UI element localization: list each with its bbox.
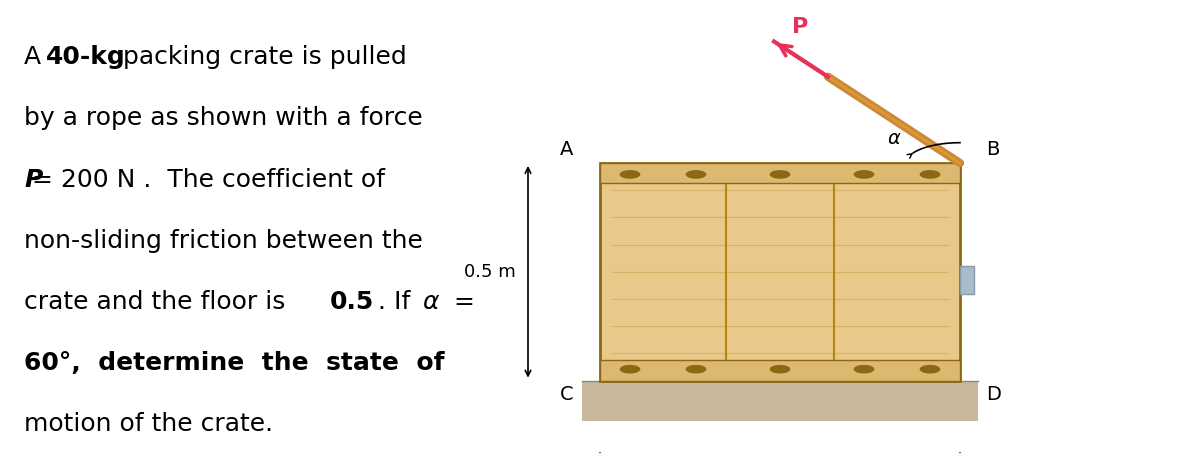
Text: B: B	[986, 140, 1000, 159]
Circle shape	[920, 171, 940, 178]
Text: C: C	[560, 385, 574, 404]
Text: =: =	[446, 290, 475, 314]
Text: non-sliding friction between the: non-sliding friction between the	[24, 229, 422, 253]
Text: P: P	[24, 168, 42, 192]
Text: motion of the crate.: motion of the crate.	[24, 412, 274, 436]
Text: A: A	[24, 45, 49, 69]
Circle shape	[770, 366, 790, 373]
Bar	[600, 163, 960, 381]
Circle shape	[620, 366, 640, 373]
Text: A: A	[560, 140, 574, 159]
Text: 0.5: 0.5	[330, 290, 374, 314]
Text: 0.5 m: 0.5 m	[464, 263, 516, 281]
Text: $\alpha$: $\alpha$	[887, 129, 901, 148]
Circle shape	[620, 171, 640, 178]
Bar	[600, 163, 960, 183]
Text: by a rope as shown with a force: by a rope as shown with a force	[24, 106, 422, 130]
Bar	[600, 360, 960, 381]
Text: = 200 N .  The coefficient of: = 200 N . The coefficient of	[24, 168, 385, 192]
Text: packing crate is pulled: packing crate is pulled	[115, 45, 407, 69]
Bar	[582, 381, 978, 421]
Circle shape	[686, 366, 706, 373]
Circle shape	[854, 366, 874, 373]
Circle shape	[854, 171, 874, 178]
Text: $\alpha$: $\alpha$	[422, 290, 440, 314]
Circle shape	[686, 171, 706, 178]
Text: 40-kg: 40-kg	[46, 45, 125, 69]
Text: 60°,  determine  the  state  of: 60°, determine the state of	[24, 351, 444, 375]
Bar	[960, 266, 974, 294]
Text: . If: . If	[378, 290, 419, 314]
Text: crate and the floor is: crate and the floor is	[24, 290, 293, 314]
Circle shape	[920, 366, 940, 373]
Circle shape	[770, 171, 790, 178]
Text: P: P	[792, 17, 809, 37]
Text: D: D	[986, 385, 1001, 404]
